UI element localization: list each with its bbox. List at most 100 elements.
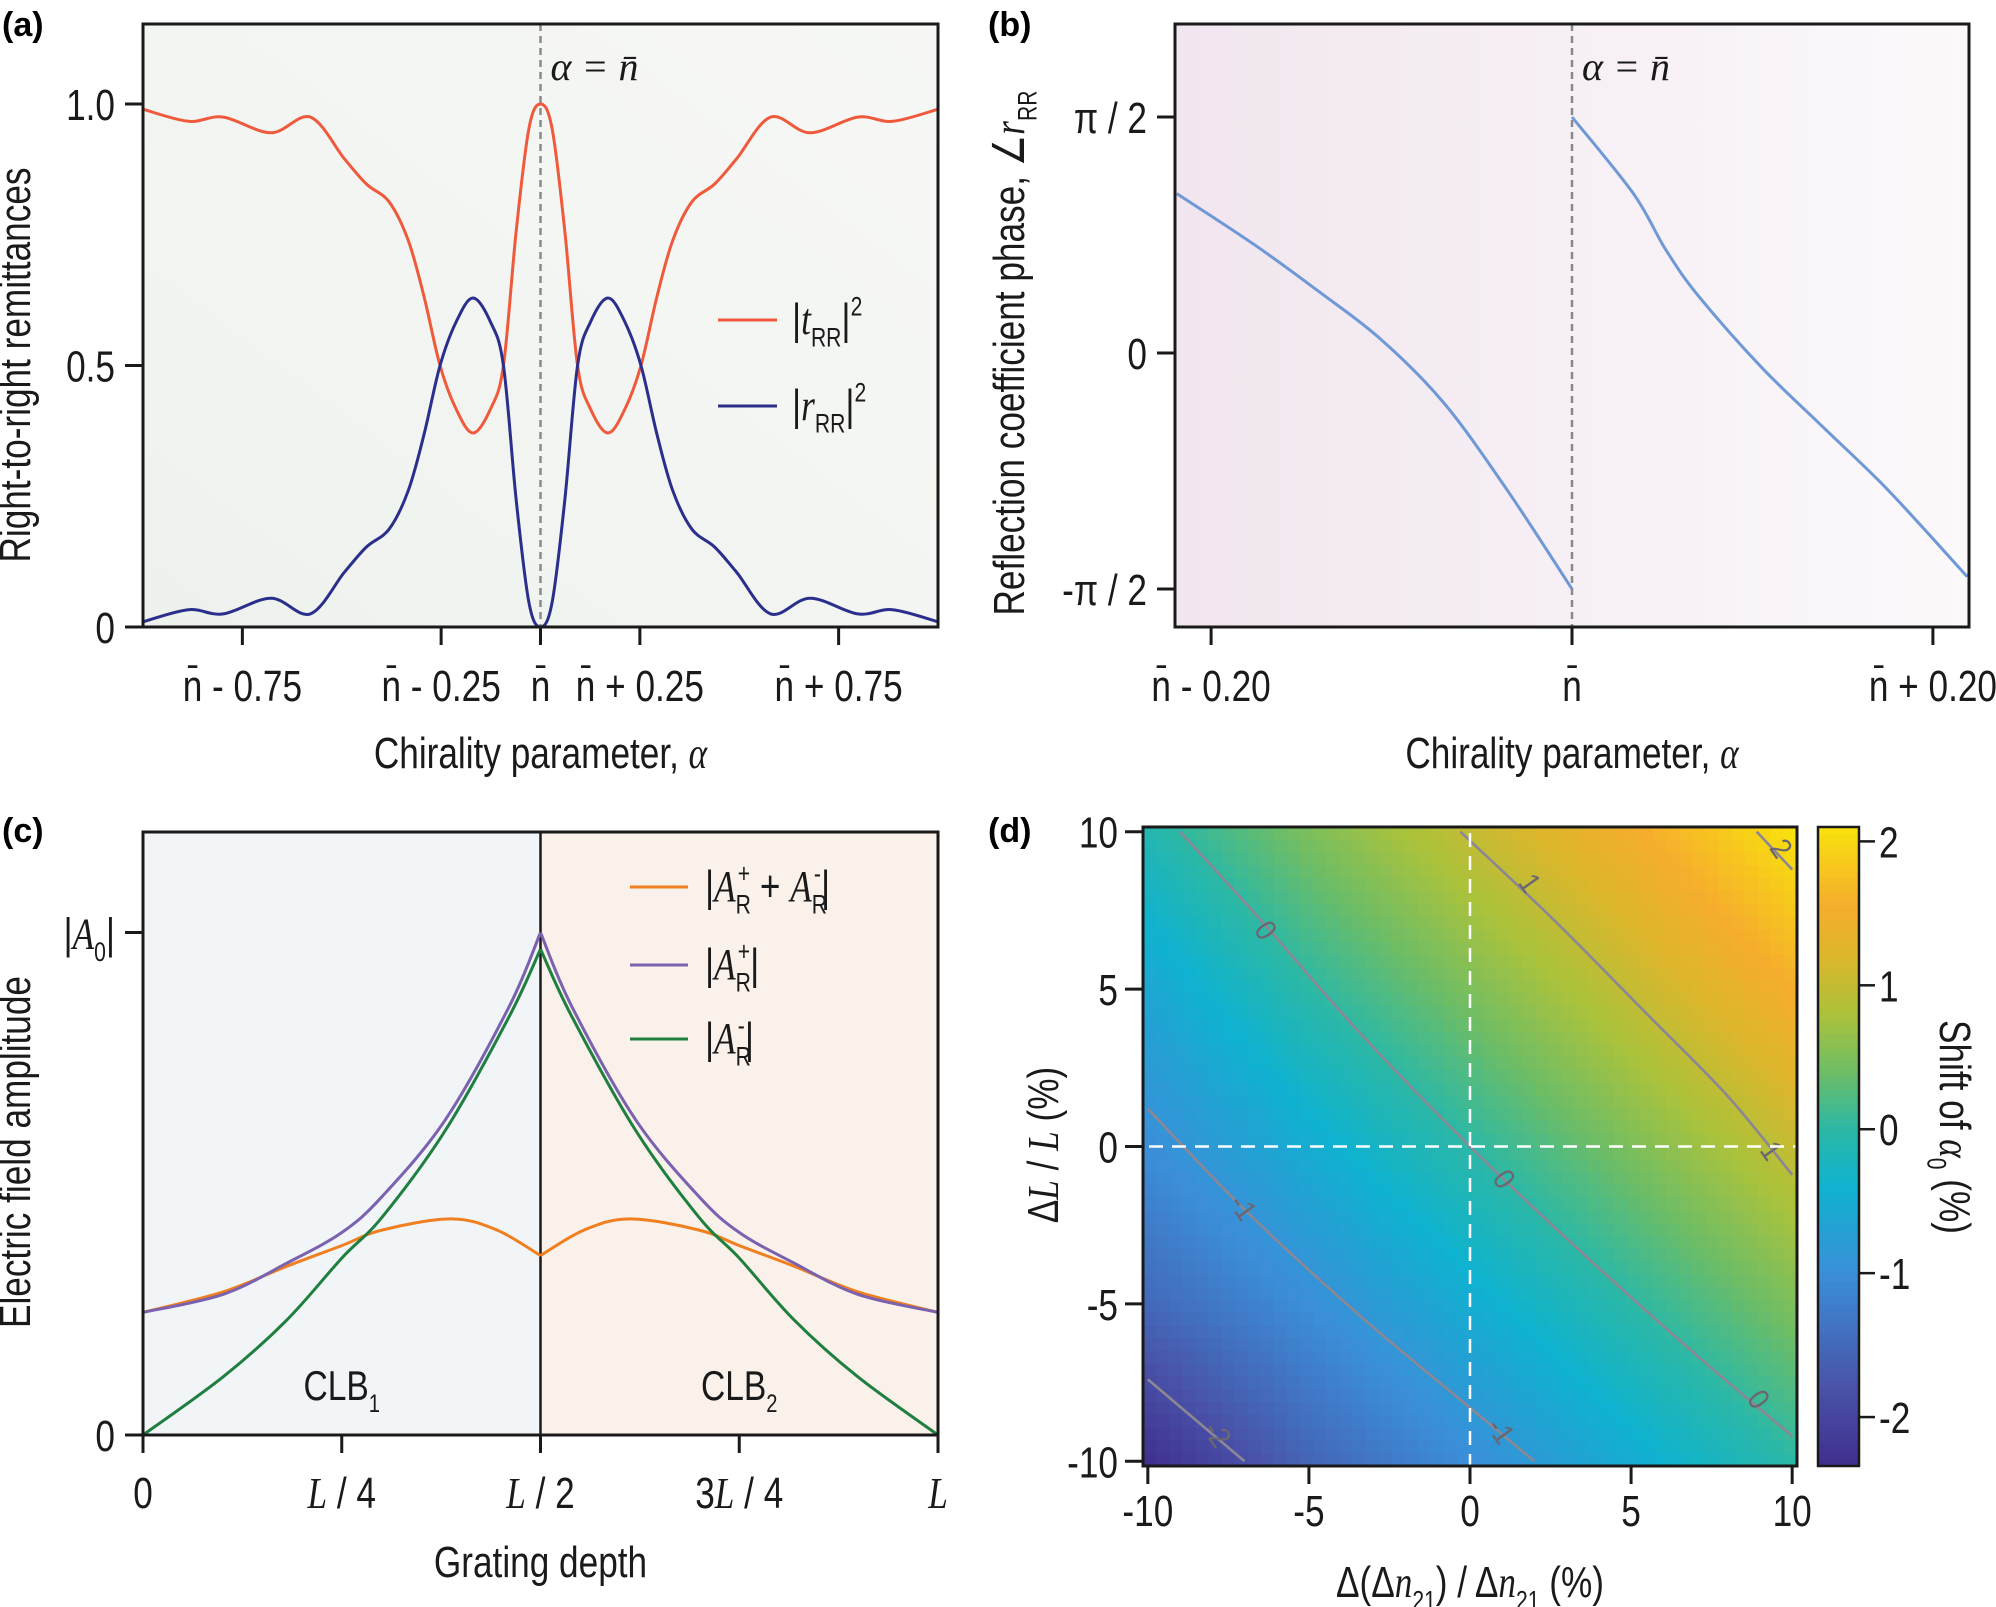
heatmap-cell: [1653, 980, 1667, 994]
colorbar-segment: [1818, 1274, 1859, 1282]
heatmap-cell: [1535, 827, 1550, 841]
heatmap-cell: [1522, 852, 1536, 866]
heatmap-cell: [1561, 980, 1576, 994]
heatmap-cell: [1260, 1082, 1275, 1096]
heatmap-cell: [1653, 1350, 1667, 1365]
heatmap-cell: [1509, 954, 1523, 969]
region-label: CLB2: [701, 1364, 778, 1418]
heatmap-cell: [1339, 1325, 1353, 1339]
heatmap-cell: [1260, 1057, 1275, 1071]
heatmap-cell: [1443, 1338, 1458, 1352]
heatmap-cell: [1352, 1402, 1366, 1416]
heatmap-cell: [1744, 1376, 1759, 1390]
heatmap-cell: [1208, 1402, 1223, 1416]
heatmap-cell: [1692, 903, 1707, 918]
heatmap-cell: [1548, 980, 1563, 994]
heatmap-cell: [1378, 1031, 1393, 1045]
heatmap-cell: [1195, 852, 1209, 866]
heatmap-cell: [1260, 1363, 1275, 1378]
heatmap-cell: [1326, 1261, 1340, 1275]
heatmap-cell: [1352, 1184, 1366, 1199]
heatmap-cell: [1352, 1389, 1366, 1403]
heatmap-cell: [1496, 1389, 1510, 1403]
heatmap-cell: [1718, 1133, 1733, 1148]
heatmap-cell: [1456, 967, 1471, 981]
heatmap-cell: [1613, 890, 1628, 905]
heatmap-cell: [1221, 1095, 1236, 1109]
text-part: 1: [369, 1389, 380, 1418]
heatmap-cell: [1299, 1274, 1314, 1288]
heatmap-cell: [1679, 839, 1693, 854]
heatmap-cell: [1705, 1146, 1720, 1160]
heatmap-cell: [1718, 1184, 1733, 1199]
heatmap-cell: [1156, 1172, 1170, 1186]
heatmap-cell: [1299, 1057, 1314, 1071]
heatmap-cell: [1718, 1235, 1733, 1250]
series-line-1: [1570, 116, 1969, 578]
heatmap-cell: [1561, 1235, 1576, 1250]
heatmap-cell: [1679, 942, 1693, 956]
heatmap-cell: [1600, 929, 1615, 943]
heatmap-cell: [1456, 1261, 1471, 1275]
text-part: /: [1019, 1151, 1068, 1180]
heatmap-cell: [1483, 890, 1497, 905]
heatmap-cell: [1156, 878, 1170, 892]
heatmap-cell: [1208, 1363, 1223, 1378]
heatmap-cell: [1535, 1018, 1550, 1033]
heatmap-cell: [1143, 1274, 1157, 1288]
heatmap-cell: [1365, 1235, 1380, 1250]
heatmap-cell: [1640, 1389, 1654, 1403]
heatmap-cell: [1143, 1197, 1157, 1211]
heatmap-cell: [1522, 1120, 1536, 1135]
heatmap-cell: [1286, 1223, 1301, 1237]
heatmap-cell: [1705, 1287, 1720, 1301]
heatmap-cell: [1613, 1235, 1628, 1250]
heatmap-cell: [1613, 1044, 1628, 1058]
heatmap-cell: [1443, 1018, 1458, 1033]
heatmap-cell: [1443, 1133, 1458, 1148]
heatmap-cell: [1626, 1133, 1641, 1148]
heatmap-cell: [1221, 916, 1236, 930]
heatmap-cell: [1770, 1376, 1785, 1390]
heatmap-cell: [1286, 1108, 1301, 1122]
heatmap-cell: [1640, 878, 1654, 892]
heatmap-cell: [1378, 1287, 1393, 1301]
y-tick-label: 0.5: [66, 343, 115, 392]
heatmap-cell: [1339, 1082, 1353, 1096]
heatmap-cell: [1247, 1427, 1262, 1442]
heatmap-cell: [1443, 1159, 1458, 1173]
heatmap-cell: [1417, 967, 1432, 981]
heatmap-cell: [1273, 1402, 1288, 1416]
text-part: R: [736, 890, 751, 920]
heatmap-cell: [1561, 967, 1576, 981]
heatmap-cell: [1260, 1338, 1275, 1352]
heatmap-cell: [1718, 1414, 1733, 1429]
heatmap-cell: [1195, 967, 1209, 981]
heatmap-cell: [1731, 865, 1746, 879]
heatmap-cell: [1731, 1248, 1746, 1263]
heatmap-cell: [1443, 1248, 1458, 1263]
heatmap-cell: [1156, 1018, 1170, 1033]
heatmap-cell: [1640, 1261, 1654, 1275]
heatmap-cell: [1326, 942, 1340, 956]
heatmap-cell: [1417, 916, 1432, 930]
heatmap-cell: [1169, 839, 1183, 854]
heatmap-cell: [1391, 1248, 1406, 1263]
heatmap-cell: [1260, 954, 1275, 969]
heatmap-cell: [1404, 1210, 1419, 1224]
heatmap-cell: [1391, 954, 1406, 969]
heatmap-cell: [1757, 1223, 1772, 1237]
heatmap-cell: [1182, 1274, 1196, 1288]
heatmap-cell: [1496, 916, 1510, 930]
heatmap-cell: [1496, 1057, 1510, 1071]
heatmap-cell: [1744, 1095, 1759, 1109]
heatmap-cell: [1653, 1044, 1667, 1058]
heatmap-cell: [1417, 827, 1432, 841]
heatmap-cell: [1705, 865, 1720, 879]
heatmap-cell: [1666, 954, 1680, 969]
heatmap-cell: [1443, 878, 1458, 892]
heatmap-cell: [1757, 1095, 1772, 1109]
heatmap-cell: [1378, 967, 1393, 981]
heatmap-cell: [1496, 1146, 1510, 1160]
heatmap-cell: [1182, 1389, 1196, 1403]
